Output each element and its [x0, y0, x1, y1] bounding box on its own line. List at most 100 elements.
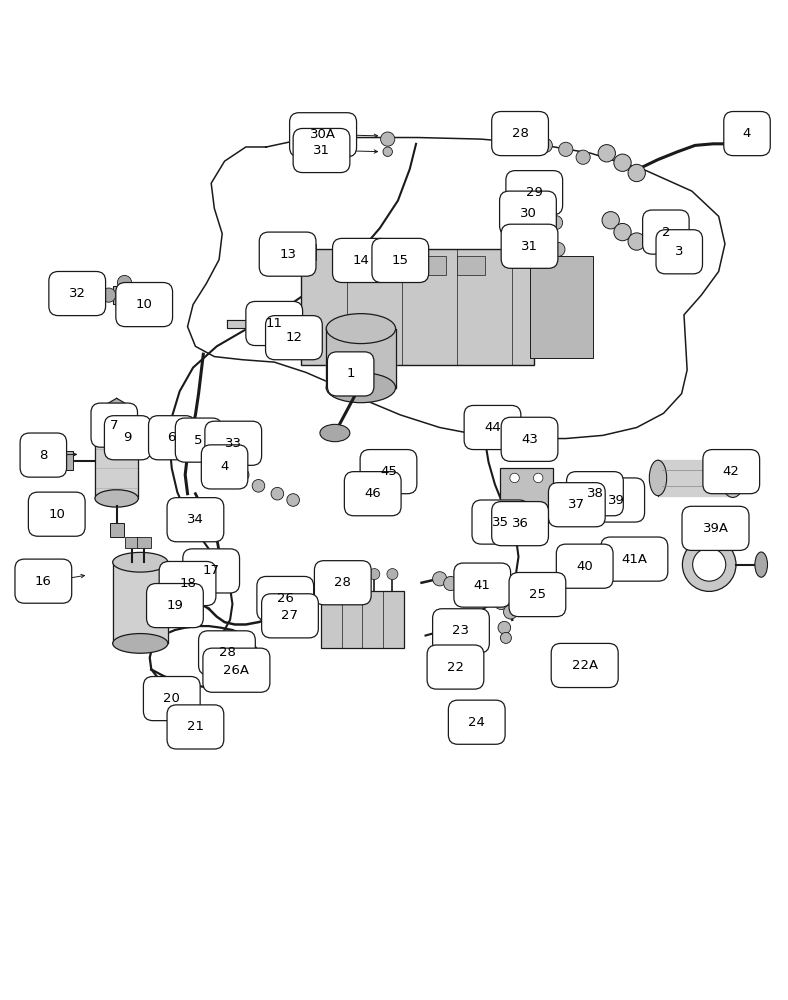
FancyBboxPatch shape	[344, 472, 401, 516]
Bar	[322, 591, 403, 648]
Text: 33: 33	[225, 437, 242, 450]
Text: 21: 21	[187, 720, 204, 733]
FancyBboxPatch shape	[266, 316, 322, 360]
Text: 40: 40	[576, 560, 593, 573]
Text: 38: 38	[586, 487, 604, 500]
Text: 34: 34	[187, 513, 204, 526]
Bar	[339, 256, 367, 275]
Circle shape	[287, 494, 299, 506]
Polygon shape	[107, 398, 126, 420]
FancyBboxPatch shape	[91, 403, 137, 447]
FancyBboxPatch shape	[427, 645, 484, 689]
Circle shape	[510, 505, 519, 514]
Text: 44: 44	[484, 421, 501, 434]
Text: 23: 23	[452, 624, 470, 637]
Polygon shape	[658, 460, 733, 496]
Circle shape	[614, 154, 631, 171]
Circle shape	[566, 481, 582, 497]
Circle shape	[369, 569, 380, 580]
Polygon shape	[492, 414, 504, 428]
FancyBboxPatch shape	[257, 576, 314, 621]
Ellipse shape	[693, 548, 726, 581]
FancyBboxPatch shape	[147, 584, 203, 628]
FancyBboxPatch shape	[159, 561, 216, 606]
Ellipse shape	[721, 458, 745, 497]
Text: 1: 1	[347, 367, 355, 380]
Text: 35: 35	[492, 516, 509, 529]
Bar	[296, 244, 315, 260]
Circle shape	[340, 568, 353, 580]
FancyBboxPatch shape	[246, 301, 303, 346]
Text: 11: 11	[266, 317, 283, 330]
Circle shape	[236, 468, 249, 481]
Circle shape	[433, 572, 447, 586]
Text: 29: 29	[526, 186, 543, 199]
Ellipse shape	[682, 538, 736, 591]
Circle shape	[498, 621, 511, 634]
Circle shape	[628, 233, 645, 250]
FancyBboxPatch shape	[372, 238, 429, 283]
Bar	[385, 241, 400, 255]
FancyBboxPatch shape	[289, 113, 356, 157]
Text: 24: 24	[468, 716, 485, 729]
Bar	[457, 256, 485, 275]
Circle shape	[504, 605, 518, 619]
Circle shape	[551, 242, 565, 257]
Circle shape	[133, 288, 147, 302]
Polygon shape	[227, 320, 288, 328]
Circle shape	[510, 473, 519, 483]
Bar	[301, 249, 534, 365]
Circle shape	[538, 138, 552, 152]
Text: 45: 45	[380, 465, 397, 478]
Text: 20: 20	[163, 692, 180, 705]
FancyBboxPatch shape	[49, 271, 106, 316]
Ellipse shape	[649, 460, 667, 496]
Polygon shape	[95, 429, 138, 498]
FancyBboxPatch shape	[183, 549, 240, 593]
Circle shape	[369, 484, 385, 500]
Text: 12: 12	[285, 331, 303, 344]
Circle shape	[548, 216, 563, 230]
Bar	[185, 588, 197, 606]
FancyBboxPatch shape	[262, 594, 318, 638]
Text: 10: 10	[48, 508, 65, 521]
Text: 8: 8	[39, 449, 47, 462]
Text: 37: 37	[568, 498, 585, 511]
Text: 18: 18	[179, 577, 196, 590]
FancyBboxPatch shape	[20, 433, 66, 477]
FancyBboxPatch shape	[588, 478, 645, 522]
Ellipse shape	[95, 420, 139, 438]
Text: 39: 39	[608, 493, 625, 506]
Ellipse shape	[113, 634, 168, 653]
Circle shape	[102, 288, 116, 302]
Circle shape	[614, 223, 631, 241]
Circle shape	[598, 145, 615, 162]
Circle shape	[327, 569, 338, 580]
Bar	[61, 451, 73, 470]
Circle shape	[117, 301, 132, 315]
Circle shape	[628, 164, 645, 182]
Bar	[401, 247, 415, 261]
Text: 10: 10	[136, 298, 153, 311]
Text: 36: 36	[511, 517, 529, 530]
FancyBboxPatch shape	[492, 502, 548, 546]
Text: 4: 4	[221, 460, 229, 473]
FancyBboxPatch shape	[501, 417, 558, 461]
FancyBboxPatch shape	[167, 705, 224, 749]
FancyBboxPatch shape	[548, 483, 605, 527]
Ellipse shape	[326, 373, 396, 403]
Text: 26: 26	[277, 592, 294, 605]
Circle shape	[348, 569, 359, 580]
Bar	[729, 137, 749, 151]
Circle shape	[533, 473, 543, 483]
FancyBboxPatch shape	[472, 500, 529, 544]
FancyBboxPatch shape	[556, 544, 613, 588]
Circle shape	[383, 147, 392, 156]
Text: 14: 14	[352, 254, 370, 267]
Circle shape	[579, 484, 595, 500]
Circle shape	[538, 182, 552, 196]
Text: 28: 28	[218, 646, 236, 659]
Bar	[500, 468, 553, 519]
Bar	[110, 523, 124, 537]
FancyBboxPatch shape	[464, 405, 521, 450]
